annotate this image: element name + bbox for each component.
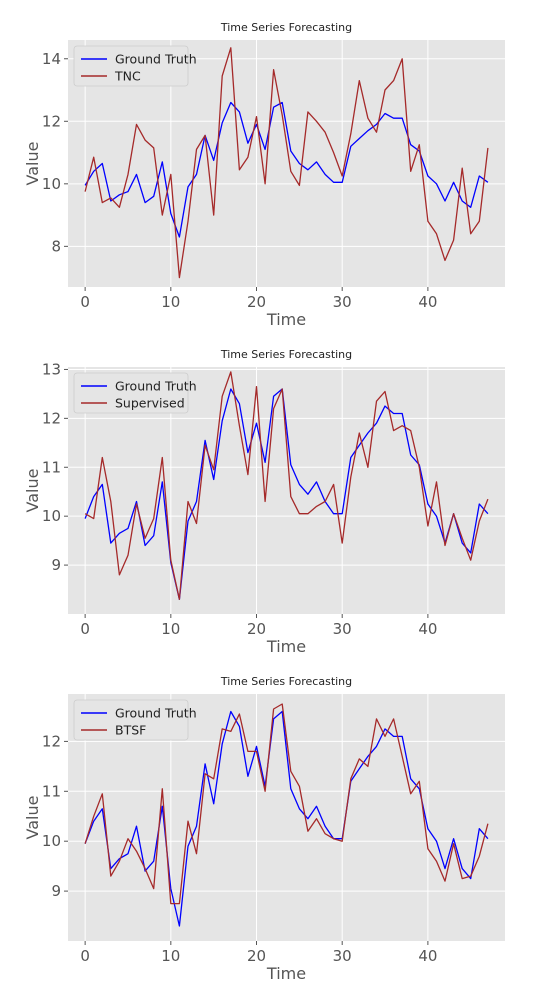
x-tick-label: 20: [247, 947, 266, 965]
series-line-prediction: [84, 703, 489, 905]
y-axis-label: Value: [23, 469, 42, 513]
series-line-ground-truth: [84, 388, 489, 600]
y-axis-label: Value: [23, 796, 42, 840]
x-tick-label: 40: [418, 620, 437, 638]
y-axis-label: Value: [23, 142, 42, 186]
y-tick-label: 13: [42, 360, 61, 378]
legend-label: Supervised: [115, 396, 185, 411]
chart-supervised: Time Series Forecasting 0 10 20 30 40 9 10 11 12 1…: [23, 348, 505, 655]
chart-title: Time Series Forecasting: [220, 348, 352, 361]
y-tick-label: 14: [42, 50, 61, 68]
y-tick-label: 8: [51, 237, 61, 255]
x-tick-label: 20: [247, 293, 266, 311]
series-line-prediction: [84, 371, 489, 600]
y-tick-label: 11: [42, 458, 61, 476]
y-tick-label: 10: [42, 507, 61, 525]
x-tick-label: 40: [418, 293, 437, 311]
x-tick-label: 0: [80, 947, 90, 965]
x-axis-label: Time: [266, 637, 306, 655]
legend-label: Ground Truth: [115, 379, 197, 394]
x-tick-label: 10: [161, 620, 180, 638]
x-tick-label: 0: [80, 620, 90, 638]
y-tick-label: 9: [51, 882, 61, 900]
y-tick-label: 9: [51, 556, 61, 574]
x-tick-label: 30: [333, 293, 352, 311]
legend-label: Ground Truth: [115, 706, 197, 721]
x-tick-label: 10: [161, 293, 180, 311]
legend-label: Ground Truth: [115, 52, 197, 67]
x-tick-label: 30: [333, 947, 352, 965]
series-line-prediction: [84, 47, 489, 279]
chart-btsf: Time Series Forecasting 0 10 20 30 40 9 10 11 12 T…: [23, 675, 505, 982]
legend-label: BTSF: [115, 723, 146, 738]
x-tick-label: 40: [418, 947, 437, 965]
y-tick-label: 10: [42, 175, 61, 193]
legend-label: TNC: [114, 69, 141, 84]
x-tick-label: 30: [333, 620, 352, 638]
chart-panel-1: Time Series Forecasting 0 10 20 30 40 8 10 12 14 T…: [0, 0, 545, 328]
y-tick-label: 12: [42, 732, 61, 750]
y-tick-label: 11: [42, 782, 61, 800]
chart-title: Time Series Forecasting: [220, 675, 352, 688]
x-tick-label: 0: [80, 293, 90, 311]
chart-title: Time Series Forecasting: [220, 21, 352, 34]
y-tick-label: 12: [42, 409, 61, 427]
chart-panel-2: Time Series Forecasting 0 10 20 30 40 9 10 11 12 1…: [0, 327, 545, 655]
y-tick-label: 10: [42, 832, 61, 850]
y-tick-label: 12: [42, 112, 61, 130]
chart-panel-3: Time Series Forecasting 0 10 20 30 40 9 10 11 12 T…: [0, 654, 545, 982]
x-axis-label: Time: [266, 964, 306, 982]
x-axis-label: Time: [266, 310, 306, 328]
chart-tnc: Time Series Forecasting 0 10 20 30 40 8 10 12 14 T…: [23, 21, 505, 328]
x-tick-label: 10: [161, 947, 180, 965]
x-tick-label: 20: [247, 620, 266, 638]
